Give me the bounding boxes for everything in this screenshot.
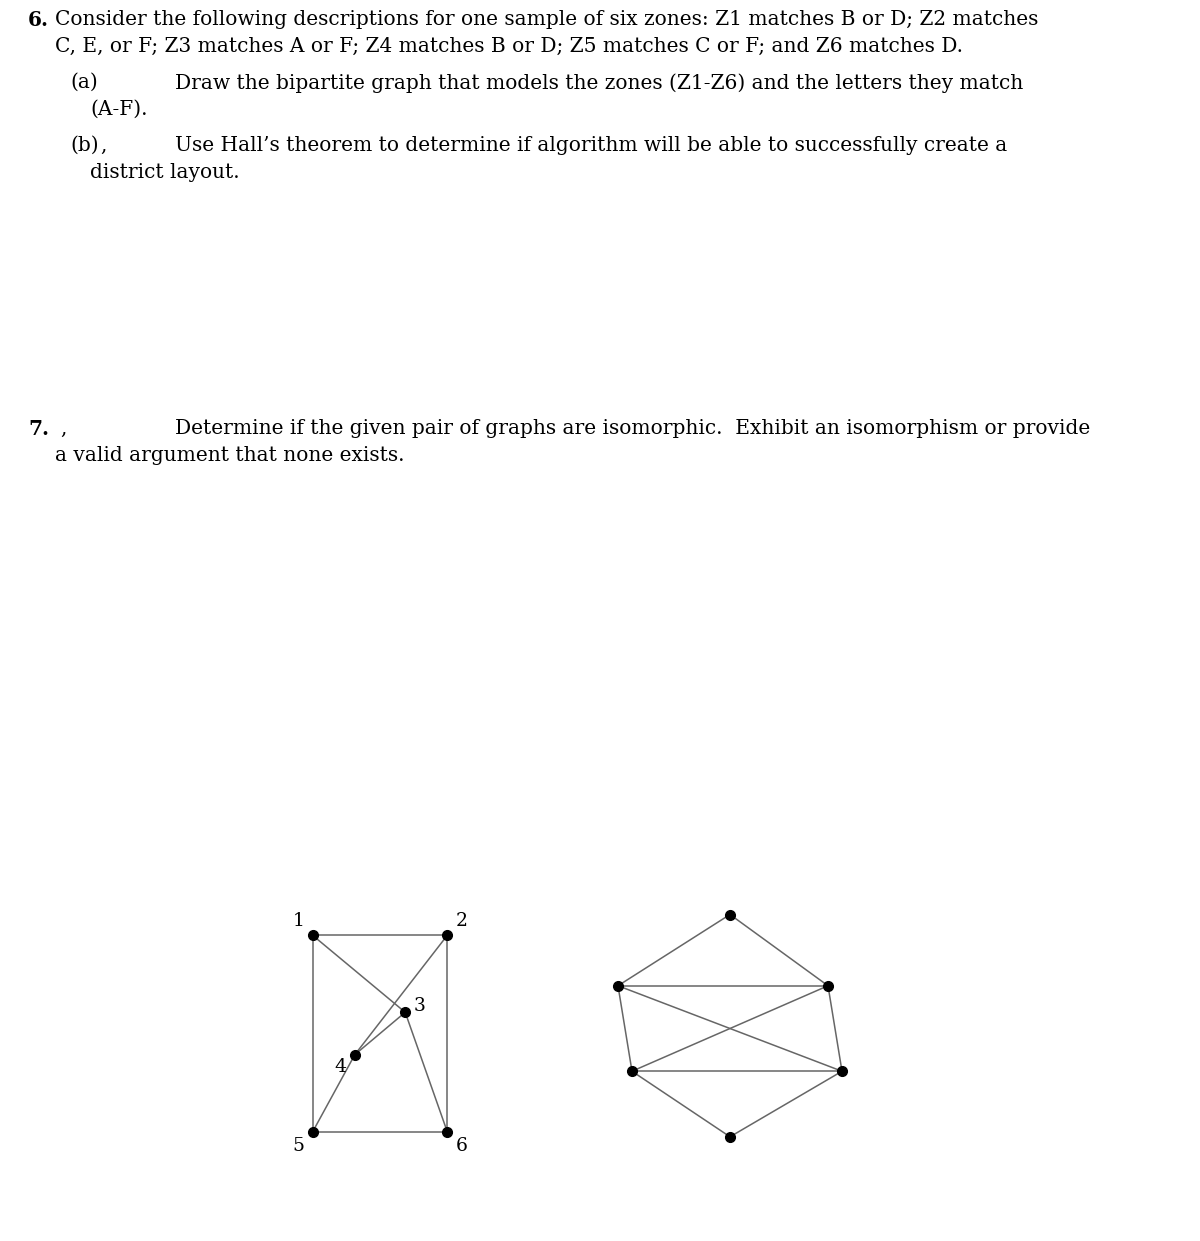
Text: district layout.: district layout.: [90, 163, 240, 182]
Text: 5: 5: [293, 1137, 305, 1154]
Text: 1: 1: [293, 912, 305, 931]
Text: Draw the bipartite graph that models the zones (Z1-Z6) and the letters they matc: Draw the bipartite graph that models the…: [175, 73, 1024, 93]
Text: 7.: 7.: [28, 419, 49, 439]
Text: C, E, or F; Z3 matches A or F; Z4 matches B or D; Z5 matches C or F; and Z6 matc: C, E, or F; Z3 matches A or F; Z4 matche…: [55, 37, 964, 56]
Text: 6.: 6.: [28, 10, 49, 30]
Text: (b): (b): [70, 137, 98, 155]
Text: 4: 4: [335, 1057, 347, 1076]
Text: Determine if the given pair of graphs are isomorphic.  Exhibit an isomorphism or: Determine if the given pair of graphs ar…: [175, 419, 1091, 438]
Text: Use Hall’s theorem to determine if algorithm will be able to successfully create: Use Hall’s theorem to determine if algor…: [175, 137, 1007, 155]
Text: a valid argument that none exists.: a valid argument that none exists.: [55, 446, 404, 465]
Text: ,: ,: [100, 137, 107, 155]
Text: 3: 3: [413, 998, 425, 1015]
Text: (A-F).: (A-F).: [90, 101, 148, 119]
Text: 2: 2: [455, 912, 467, 931]
Text: ,: ,: [60, 419, 66, 438]
Text: (a): (a): [70, 73, 97, 92]
Text: Consider the following descriptions for one sample of six zones: Z1 matches B or: Consider the following descriptions for …: [55, 10, 1038, 29]
Text: 6: 6: [455, 1137, 467, 1154]
